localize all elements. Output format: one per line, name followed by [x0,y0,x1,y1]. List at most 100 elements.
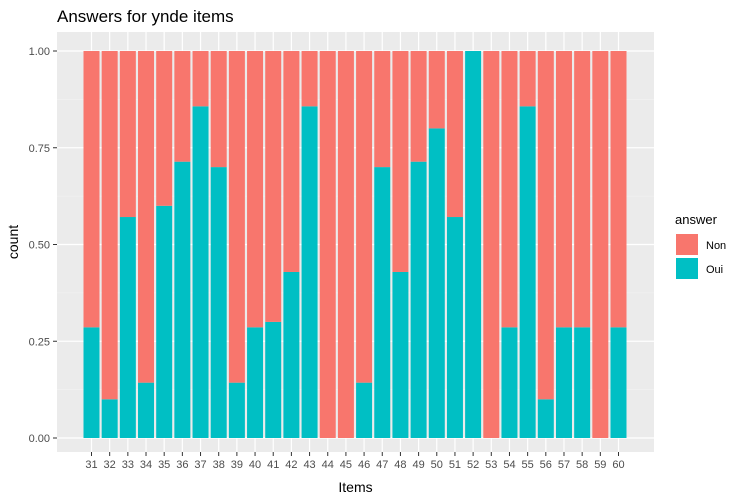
legend-label-oui: Oui [706,264,723,276]
bar-non-34 [138,51,155,383]
x-tick-label: 49 [412,459,424,471]
bar-non-50 [428,51,445,129]
bar-oui-56 [537,399,554,438]
y-tick-label: 1.00 [29,46,50,58]
bar-oui-47 [374,167,391,438]
bar-oui-51 [446,217,463,438]
bar-non-43 [301,51,318,107]
legend-title: answer [675,212,718,227]
legend-label-non: Non [706,240,726,252]
bar-non-36 [174,51,191,162]
bar-non-32 [101,51,118,400]
bar-non-58 [574,51,591,328]
bars [83,51,627,438]
x-tick-label: 33 [122,459,134,471]
x-tick-label: 51 [449,459,461,471]
x-tick-label: 32 [104,459,116,471]
bar-oui-36 [174,161,191,438]
bar-non-59 [592,51,609,438]
bar-oui-50 [428,128,445,438]
x-tick-label: 31 [85,459,97,471]
bar-oui-58 [574,327,591,438]
bar-oui-57 [555,327,572,438]
bar-oui-38 [210,167,227,438]
bar-oui-31 [83,327,100,438]
x-tick-label: 45 [340,459,352,471]
x-tick-label: 43 [303,459,315,471]
y-tick-label: 0.00 [29,433,50,445]
bar-non-35 [156,51,173,206]
y-tick-label: 0.50 [29,240,50,252]
x-tick-label: 48 [394,459,406,471]
bar-non-33 [119,51,136,218]
bar-non-46 [356,51,373,383]
bar-non-48 [392,51,409,272]
legend-key-oui [676,258,698,279]
x-tick-label: 37 [194,459,206,471]
x-tick-label: 56 [540,459,552,471]
bar-non-51 [446,51,463,218]
bar-oui-54 [501,327,518,438]
legend: answer Non Oui [675,212,726,279]
x-tick-label: 55 [522,459,534,471]
legend-key-non [676,234,698,255]
bar-non-42 [283,51,300,272]
bar-oui-34 [138,382,155,438]
bar-oui-52 [465,51,482,438]
x-tick-label: 34 [140,459,152,471]
x-axis-title: Items [338,479,372,495]
x-tick-label: 52 [467,459,479,471]
x-tick-label: 44 [322,459,334,471]
bar-non-55 [519,51,536,107]
bar-non-41 [265,51,282,322]
x-tick-label: 46 [358,459,370,471]
x-tick-label: 54 [503,459,515,471]
x-tick-label: 36 [176,459,188,471]
x-tick-label: 39 [231,459,243,471]
x-tick-label: 38 [213,459,225,471]
bar-oui-60 [610,327,627,438]
x-axis-ticks: 31 32 33 34 35 36 37 38 39 40 41 42 43 44 45 46 47 48 49 50… [85,452,625,471]
x-tick-label: 58 [576,459,588,471]
bar-non-38 [210,51,227,168]
x-tick-label: 50 [431,459,443,471]
bar-oui-35 [156,205,173,438]
bar-non-49 [410,51,427,162]
x-tick-label: 41 [267,459,279,471]
bar-oui-46 [356,382,373,438]
bar-oui-41 [265,321,282,438]
x-tick-label: 47 [376,459,388,471]
bar-non-37 [192,51,209,107]
bar-oui-32 [101,399,118,438]
bar-oui-33 [119,217,136,438]
bar-oui-55 [519,106,536,438]
bar-oui-43 [301,106,318,438]
bar-oui-42 [283,271,300,438]
x-tick-label: 35 [158,459,170,471]
bar-non-57 [555,51,572,328]
chart-title: Answers for ynde items [57,7,234,26]
bar-oui-40 [247,327,264,438]
bar-oui-48 [392,271,409,438]
x-tick-label: 53 [485,459,497,471]
bar-non-45 [337,51,354,438]
bar-non-54 [501,51,518,328]
bar-non-40 [247,51,264,328]
bar-oui-49 [410,161,427,438]
bar-non-60 [610,51,627,328]
bar-non-56 [537,51,554,400]
bar-oui-37 [192,106,209,438]
bar-non-31 [83,51,100,328]
bar-non-47 [374,51,391,168]
bar-non-39 [228,51,245,383]
x-tick-label: 40 [249,459,261,471]
bar-oui-39 [228,382,245,438]
bar-non-44 [319,51,336,438]
y-tick-label: 0.75 [29,143,50,155]
x-tick-label: 42 [285,459,297,471]
x-tick-label: 60 [612,459,624,471]
x-tick-label: 59 [594,459,606,471]
x-tick-label: 57 [558,459,570,471]
y-axis-title: count [5,225,21,259]
